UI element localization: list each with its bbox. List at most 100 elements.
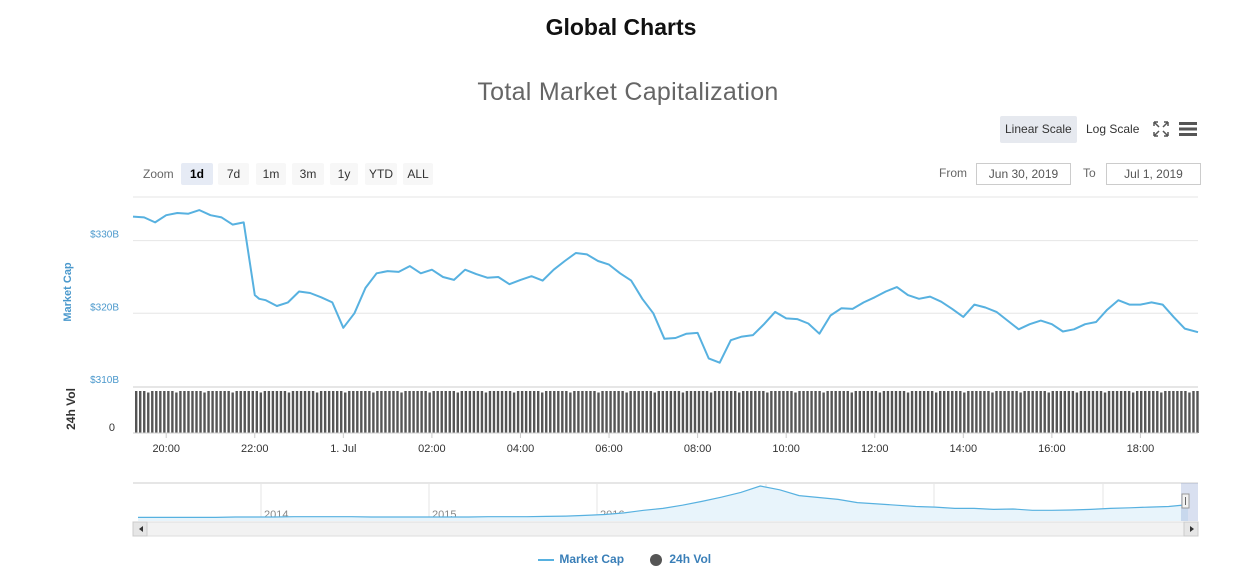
volume-bar: [496, 391, 500, 433]
volume-bar: [295, 391, 299, 433]
volume-bar: [147, 392, 150, 433]
volume-bar: [926, 391, 930, 433]
legend-item-market-cap[interactable]: Market Cap: [538, 552, 624, 566]
volume-bar: [143, 391, 146, 433]
volume-bar: [826, 391, 829, 433]
volume-bar: [336, 391, 339, 433]
volume-bar: [384, 391, 387, 433]
volume-bar: [408, 391, 411, 433]
volume-bar: [577, 391, 580, 433]
volume-bar: [1196, 391, 1199, 433]
volume-bar: [1091, 391, 1095, 433]
volume-bar: [1099, 391, 1103, 433]
volume-bar: [267, 391, 271, 433]
x-tick-label: 18:00: [1127, 443, 1155, 455]
to-date-input[interactable]: [1106, 163, 1201, 185]
volume-bar: [738, 392, 741, 433]
volume-bar: [247, 391, 250, 433]
volume-axis-title: 24h Vol: [64, 388, 78, 430]
volume-bar: [167, 391, 170, 433]
volume-bar: [1003, 391, 1006, 433]
volume-bar: [822, 392, 825, 433]
zoom-button-1m[interactable]: 1m: [256, 163, 286, 185]
legend-item-24h-vol[interactable]: 24h Vol: [650, 552, 711, 566]
volume-bar: [1180, 391, 1183, 433]
volume-bar: [1079, 391, 1083, 433]
volume-bar: [673, 391, 677, 433]
volume-bar: [287, 392, 291, 433]
volume-bar: [902, 391, 906, 433]
volume-bar: [886, 391, 890, 433]
volume-bar: [1035, 391, 1038, 433]
legend-label-market-cap: Market Cap: [559, 552, 625, 566]
volume-bar: [774, 391, 777, 433]
chart-title: Total Market Capitalization: [477, 78, 779, 106]
volume-bar: [589, 391, 592, 433]
zoom-label: Zoom: [143, 167, 174, 181]
navigator[interactable]: 201420152016201720182019: [132, 482, 1199, 537]
volume-bar: [665, 391, 669, 433]
market-cap-line: [132, 209, 1199, 364]
volume-bar: [319, 391, 323, 433]
volume-bar: [1087, 391, 1091, 433]
volume-bar: [951, 391, 954, 433]
volume-bar: [557, 391, 560, 433]
volume-bar: [500, 391, 504, 433]
log-scale-button[interactable]: Log Scale: [1086, 122, 1140, 136]
x-tick-label: 04:00: [507, 443, 535, 455]
volume-bar: [939, 391, 942, 433]
volume-bar: [448, 391, 451, 433]
volume-bar: [1135, 391, 1139, 433]
hamburger-menu-icon[interactable]: [1177, 118, 1199, 140]
volume-bar: [1067, 391, 1071, 433]
volume-bar: [1027, 391, 1030, 433]
volume-bar: [424, 391, 427, 433]
x-tick-label: 08:00: [684, 443, 712, 455]
volume-bar: [657, 391, 660, 433]
volume-bar: [729, 391, 733, 433]
fullscreen-icon[interactable]: [1150, 118, 1172, 140]
volume-bar: [271, 391, 275, 433]
volume-bar: [1176, 391, 1179, 433]
volume-bar: [717, 391, 721, 433]
volume-bar: [1055, 391, 1058, 433]
volume-bar: [323, 391, 327, 433]
zoom-button-7d[interactable]: 7d: [218, 163, 249, 185]
volume-bar: [171, 391, 174, 433]
zoom-button-ytd[interactable]: YTD: [365, 163, 397, 185]
linear-scale-button[interactable]: Linear Scale: [1000, 116, 1077, 143]
volume-bar: [360, 391, 363, 433]
volume-bar: [669, 391, 673, 433]
volume-bar: [645, 391, 648, 433]
volume-bar: [283, 391, 287, 433]
volume-bar: [987, 391, 990, 433]
x-tick-label: 16:00: [1038, 443, 1066, 455]
volume-bar: [790, 391, 793, 433]
volume-bar: [223, 391, 226, 433]
volume-bar: [211, 391, 214, 433]
volume-bar: [947, 391, 950, 433]
volume-bar: [432, 391, 435, 433]
zoom-button-1y[interactable]: 1y: [330, 163, 358, 185]
zoom-button-1d[interactable]: 1d: [181, 163, 213, 185]
volume-bar: [850, 392, 853, 433]
volume-bar: [758, 391, 761, 433]
zoom-button-3m[interactable]: 3m: [292, 163, 324, 185]
volume-bar: [311, 391, 315, 433]
volume-bar: [1164, 391, 1167, 433]
zoom-button-all[interactable]: ALL: [403, 163, 433, 185]
volume-bar: [307, 391, 311, 433]
volume-bar: [388, 391, 391, 433]
volume-bar: [484, 392, 488, 433]
volume-bar: [553, 391, 556, 433]
from-date-input[interactable]: [976, 163, 1071, 185]
volume-bar: [549, 391, 552, 433]
volume-bar: [746, 391, 749, 433]
volume-bar: [492, 391, 496, 433]
volume-bar: [440, 391, 443, 433]
volume-bar: [1015, 391, 1018, 433]
volume-bar: [569, 392, 572, 433]
volume-bar: [1131, 392, 1135, 433]
volume-bar: [802, 391, 805, 433]
